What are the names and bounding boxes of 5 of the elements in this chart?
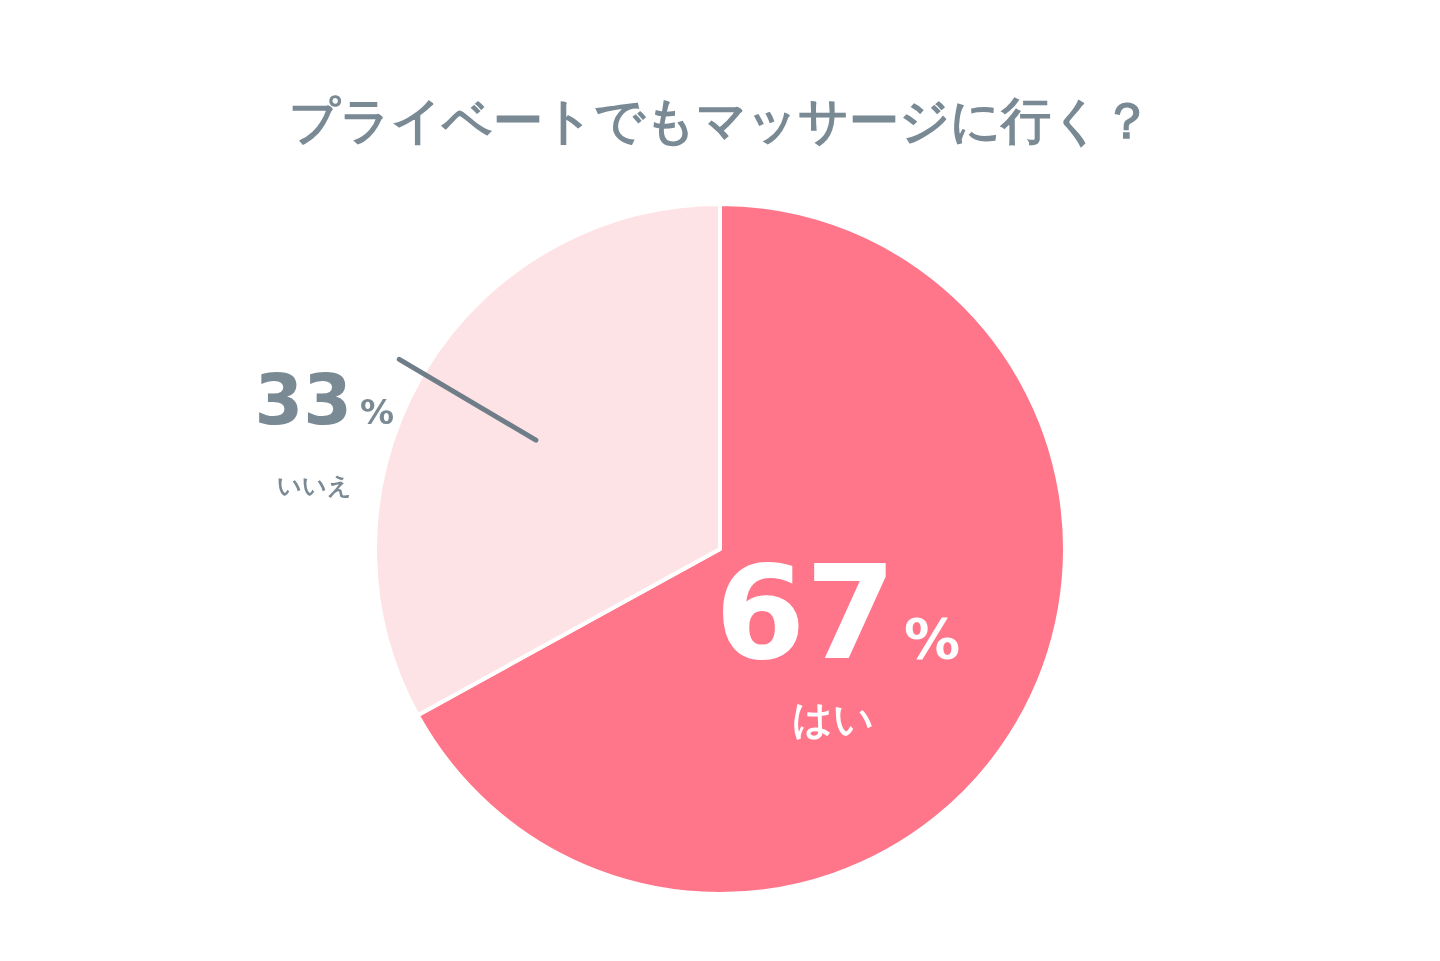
data-label: 33% <box>254 359 395 442</box>
chart-title: プライベートでもマッサージに行く？ <box>288 92 1152 150</box>
slice-label: いいえ <box>276 472 352 501</box>
data-label: 67% <box>715 537 961 690</box>
slice-label: はい <box>791 696 874 743</box>
